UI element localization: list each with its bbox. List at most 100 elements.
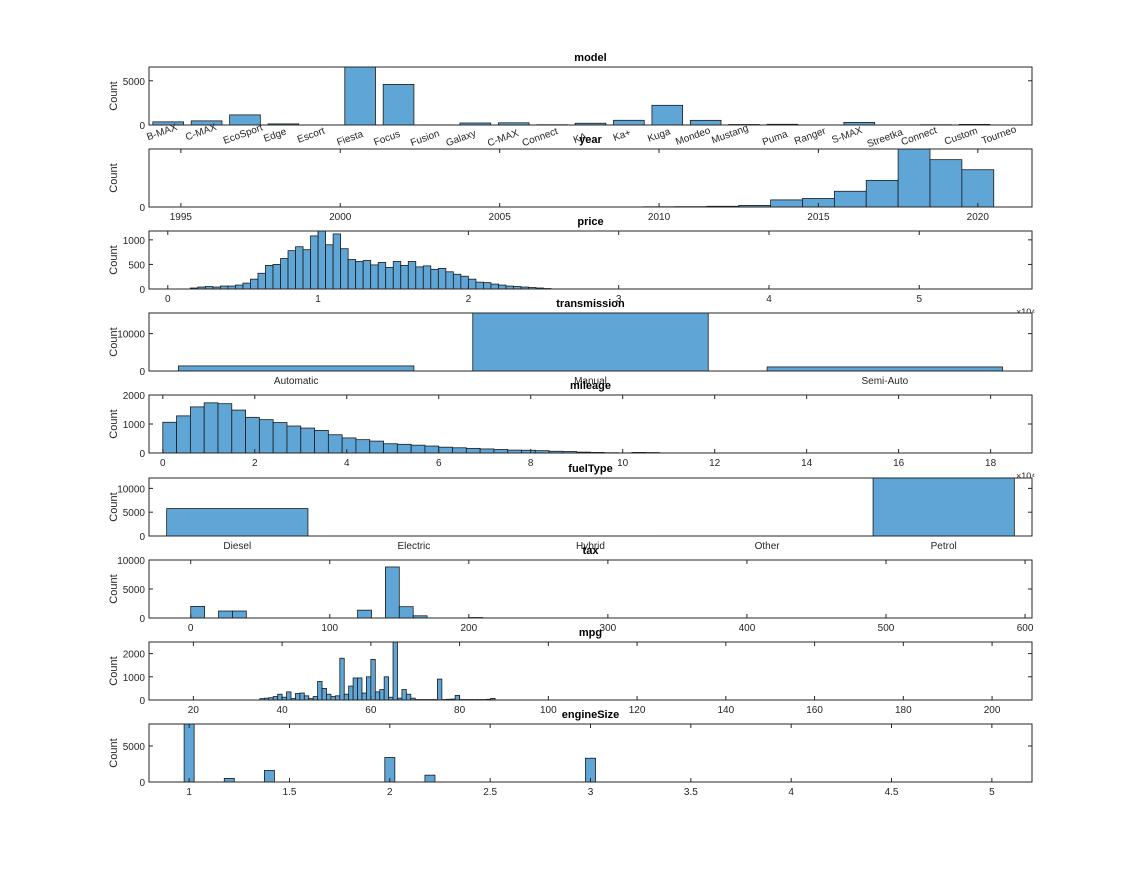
- histogram-bin: [286, 425, 302, 454]
- x-tick-label: 100: [540, 705, 557, 716]
- x-tick-label: Ka+: [612, 127, 633, 144]
- x-tick-label: 60: [365, 705, 377, 716]
- x-tick-label: 300: [600, 623, 617, 634]
- y-tick-label: 2000: [123, 650, 146, 661]
- x-tick-label: 4: [344, 458, 350, 469]
- x-tick-label: 2.5: [483, 787, 497, 798]
- histogram-bin: [490, 283, 499, 290]
- x-tick-label: Focus: [372, 129, 401, 149]
- axes-frame: [148, 641, 1033, 701]
- axes-frame: [148, 66, 1033, 126]
- histogram-bin: [162, 421, 177, 454]
- histogram-bin: [400, 265, 409, 290]
- x-tick-label: 400: [739, 623, 756, 634]
- x-tick-label: Connect: [900, 125, 939, 148]
- x-tick-label: Hybrid: [576, 541, 605, 552]
- chart-title: mileage: [570, 380, 611, 392]
- histogram-bin: [379, 689, 385, 701]
- histogram-bin: [384, 566, 400, 619]
- histogram-bin: [334, 695, 341, 701]
- histogram-bin: [263, 770, 275, 783]
- histogram-bin: [383, 443, 398, 454]
- y-tick-label: 1000: [123, 673, 146, 684]
- x-tick-label: Galaxy: [445, 128, 478, 149]
- histogram-bin: [405, 693, 412, 701]
- histogram-bin: [467, 278, 477, 290]
- x-tick-label: 180: [895, 705, 912, 716]
- histogram-bin: [370, 659, 376, 701]
- histogram-bin: [357, 609, 372, 619]
- histogram-bin: [833, 190, 867, 208]
- x-tick-label: 500: [878, 623, 895, 634]
- panel-tax: 0 100 200 300 400 500 600 0 5000 10000 Count tax: [108, 545, 1034, 634]
- histogram-bin: [424, 774, 436, 783]
- histogram-bin: [357, 677, 363, 701]
- histogram-bin: [475, 281, 484, 290]
- histogram-bin: [176, 415, 191, 454]
- y-axis-label: Count: [108, 245, 120, 274]
- y-tick-label: 10000: [117, 330, 145, 341]
- histogram-bin: [217, 403, 233, 454]
- y-tick-label: 0: [139, 203, 145, 214]
- histogram-bin: [415, 266, 424, 290]
- histogram-bin: [422, 265, 432, 290]
- histogram-bin: [272, 696, 279, 701]
- histogram-bin: [454, 694, 461, 701]
- histogram-bin: [929, 159, 963, 208]
- histogram-bin: [223, 777, 235, 783]
- histogram-bin: [280, 258, 289, 290]
- x-tick-label: 2: [252, 458, 258, 469]
- histogram-bin: [437, 678, 443, 701]
- x-tick-label: 16: [893, 458, 905, 469]
- y-tick-label: 10000: [117, 556, 145, 567]
- x-tick-label: 80: [454, 705, 466, 716]
- axes-frame: [148, 723, 1033, 783]
- histogram-bin: [325, 244, 334, 290]
- axes-frame: [148, 148, 1033, 208]
- histogram-bin: [348, 685, 354, 701]
- histogram-bin: [330, 696, 336, 701]
- histogram-bin: [352, 677, 358, 701]
- histogram-bin: [385, 266, 394, 290]
- histogram-bin: [437, 267, 447, 290]
- panel-fuelType: Diesel Electric Hybrid Other Petrol 0 5000 1000…: [108, 463, 1033, 552]
- histogram-bin: [257, 272, 266, 290]
- x-tick-label: 18: [985, 458, 997, 469]
- y-tick-label: 1000: [123, 420, 146, 431]
- histogram-bin: [452, 273, 462, 290]
- chart-title: year: [579, 134, 602, 146]
- x-tick-label: 2020: [967, 212, 990, 223]
- histogram-bin: [326, 693, 332, 701]
- histogram-bin: [339, 657, 345, 701]
- x-tick-label: EcoSport: [222, 122, 265, 146]
- histogram-bin: [366, 676, 372, 701]
- bar-Focus: [382, 84, 415, 126]
- histogram-bin: [493, 449, 509, 454]
- x-tick-label: 200: [460, 623, 477, 634]
- x-tick-label: 3: [588, 787, 594, 798]
- histogram-bin: [299, 692, 305, 701]
- plot-area: [149, 642, 1032, 700]
- histogram-bin: [232, 610, 247, 619]
- plot-area: [149, 560, 1032, 618]
- x-tick-label: 14: [801, 458, 813, 469]
- histogram-bin: [183, 723, 195, 783]
- y-axis-label: Count: [108, 574, 120, 603]
- chart-title: fuelType: [568, 463, 612, 475]
- x-tick-label: Ranger: [793, 126, 828, 148]
- histogram-bin: [392, 641, 398, 701]
- histogram-bin: [340, 248, 349, 290]
- y-tick-label: 0: [139, 778, 145, 789]
- panel-mpg: 20 40 60 80 100 120 140 160 180 200010002000Count…: [108, 627, 1033, 716]
- y-tick-label: 0: [139, 367, 145, 378]
- bar-Diesel: [166, 508, 309, 537]
- x-tick-label: Diesel: [223, 541, 251, 552]
- y-axis-label: Count: [108, 81, 120, 110]
- x-tick-label: 160: [806, 705, 823, 716]
- x-tick-label: Manual: [574, 376, 607, 387]
- histogram-bin: [310, 235, 319, 290]
- x-tick-label: 1: [186, 787, 192, 798]
- histogram-bin: [383, 676, 390, 701]
